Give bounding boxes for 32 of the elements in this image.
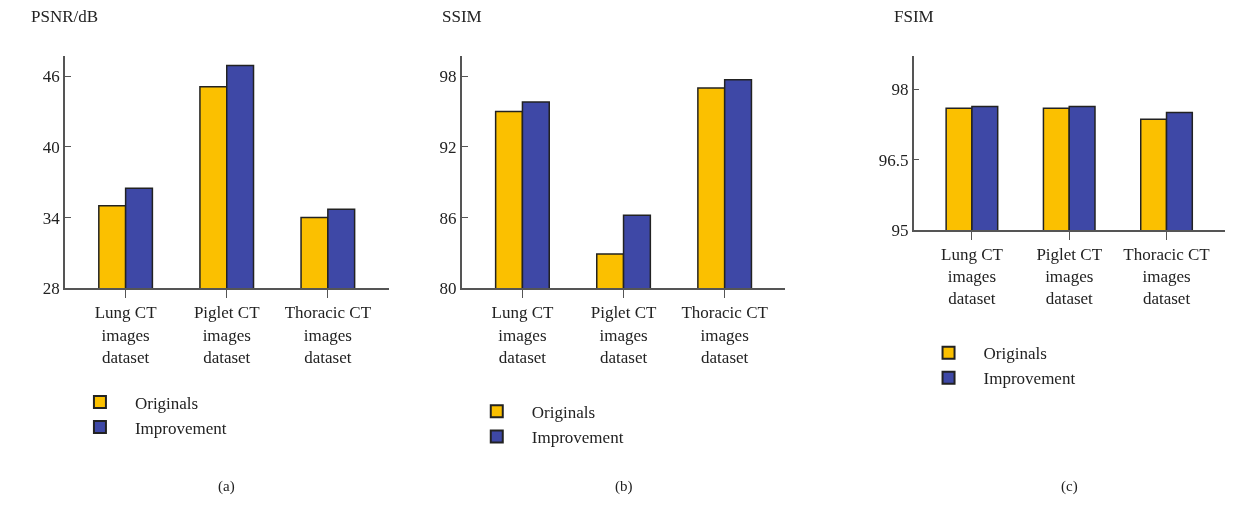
y-tick-label: 98 <box>439 67 457 87</box>
text: (a) <box>218 478 235 495</box>
x-tick-label: Thoracic CT images dataset <box>284 303 372 367</box>
legend-label: Originals <box>983 344 1047 364</box>
legend-label: Improvement <box>134 418 227 438</box>
y-tick-label: 40 <box>42 137 60 157</box>
x-tick-label: Piglet CT images dataset <box>193 303 261 367</box>
x-tick-label: Lung CT images dataset <box>940 245 1004 309</box>
legend-label: Originals <box>531 403 596 422</box>
x-tick-label: Lung CT images dataset <box>491 303 554 367</box>
y-tick-label: 92 <box>439 137 457 157</box>
y-tick-label: 95 <box>891 221 909 241</box>
y-tick-label: 28 <box>42 279 60 299</box>
y-tick-label: 96.5 <box>878 150 909 170</box>
y-tick-label: 34 <box>42 208 61 228</box>
legend-label: Improvement <box>531 428 624 448</box>
y-tick-label: 46 <box>42 67 60 87</box>
y-axis-title: SSIM <box>442 7 482 26</box>
x-tick-label: Thoracic CT images dataset <box>681 303 769 367</box>
y-tick-label: 98 <box>891 80 909 100</box>
x-tick-label: Lung CT images dataset <box>94 303 158 367</box>
text: (c) <box>1061 478 1078 495</box>
x-tick-label: Thoracic CT images dataset <box>1123 245 1211 309</box>
text: (b) <box>615 478 633 495</box>
legend-label: Originals <box>134 393 199 413</box>
x-tick-label: Piglet CT images dataset <box>1036 245 1103 309</box>
x-tick-label: Piglet CT images dataset <box>590 303 657 367</box>
legend-label: Improvement <box>983 369 1076 389</box>
y-axis-title: FSIM <box>894 7 934 26</box>
y-tick-label: 80 <box>439 279 457 299</box>
y-axis-title: PSNR/dB <box>31 7 99 26</box>
y-tick-label: 86 <box>439 208 457 228</box>
